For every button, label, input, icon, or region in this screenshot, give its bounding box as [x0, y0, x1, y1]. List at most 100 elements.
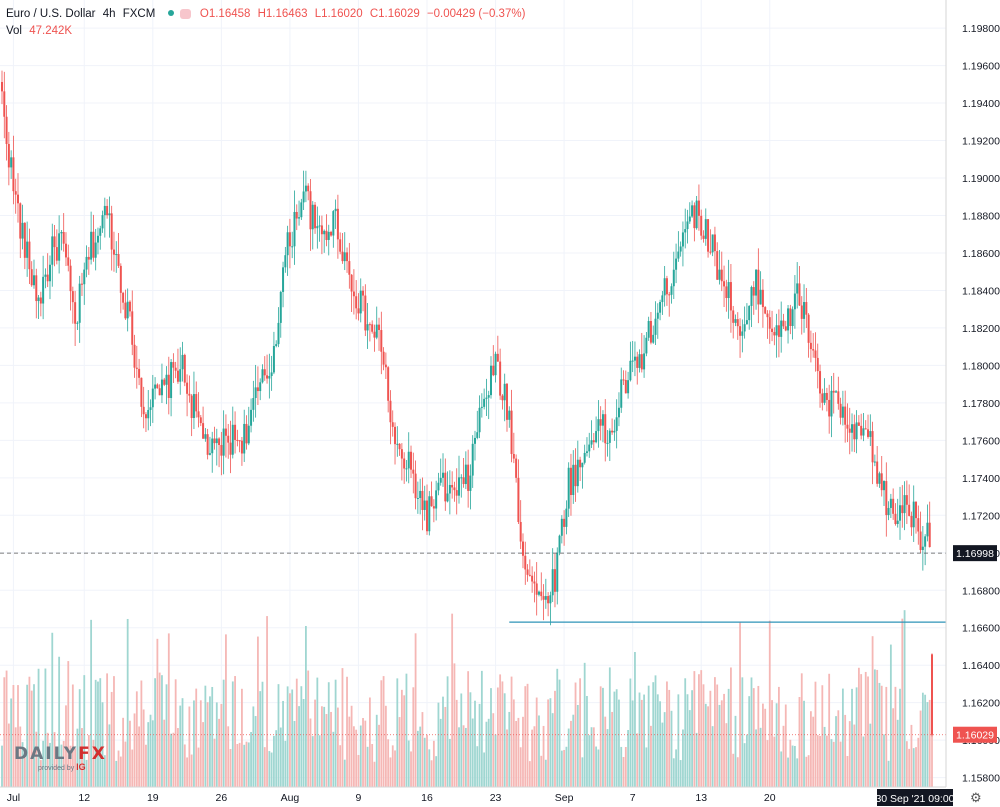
volume-bar [743, 743, 746, 787]
volume-bar [871, 636, 874, 787]
volume-bar [709, 690, 712, 787]
candle-body [453, 487, 456, 491]
volume-bar [53, 732, 56, 787]
candle-body [243, 423, 246, 454]
candle-body [551, 569, 554, 596]
candle-body [138, 368, 141, 378]
volume-bar [629, 678, 632, 787]
candle-body [412, 469, 415, 474]
volume-bar [716, 684, 719, 787]
candle-body [615, 417, 618, 431]
candle-body [350, 274, 353, 292]
volume-bar [467, 671, 470, 787]
volume-bar [462, 725, 465, 787]
volume-bar [816, 735, 819, 787]
candle-body [419, 490, 422, 499]
volume-bar [7, 723, 10, 787]
candle-body [405, 468, 408, 470]
volume-bar [480, 670, 483, 787]
volume-bar [807, 755, 810, 787]
volume-bar [853, 724, 856, 787]
volume-bar [69, 745, 72, 787]
volume-bar [37, 668, 40, 787]
volume-bar [917, 737, 920, 787]
candle-body [494, 353, 497, 376]
candle-body [832, 390, 835, 393]
volume-bar [113, 676, 115, 787]
volume-bar [10, 698, 13, 787]
candle-body [28, 241, 31, 270]
volume-bar [293, 720, 296, 787]
candle-body [793, 293, 796, 310]
volume-bar [595, 746, 598, 787]
candle-body [291, 246, 294, 248]
candle-body [176, 370, 179, 382]
volume-bar [496, 687, 499, 787]
candle-body [739, 326, 742, 336]
candle-body [144, 414, 147, 419]
volume-bar [229, 749, 232, 787]
volume-bar [195, 688, 198, 787]
volume-bar [346, 676, 348, 787]
volume-bar [928, 699, 931, 787]
y-tick-label: 1.18600 [962, 248, 1000, 260]
volume-bar [460, 693, 463, 787]
volume-bar [931, 693, 933, 787]
candle-body [819, 371, 822, 394]
candle-body [380, 330, 383, 352]
volume-bar [558, 679, 561, 787]
symbol-name[interactable]: Euro / U.S. Dollar [6, 8, 96, 20]
candle-body [665, 278, 668, 295]
volume-bar [364, 720, 367, 787]
candle-body [624, 380, 627, 394]
volume-bar [668, 689, 671, 787]
volume-bar [698, 674, 700, 787]
volume-bar [768, 620, 771, 787]
candle-body [245, 423, 248, 444]
volume-label: Vol [6, 25, 22, 37]
interval-label[interactable]: 4h [102, 8, 116, 20]
compare-icon[interactable] [179, 8, 191, 19]
volume-bar [371, 744, 374, 787]
candle-body [921, 546, 924, 550]
y-tick-label: 1.18200 [962, 323, 1000, 335]
candle-body [373, 331, 376, 338]
candle-body [748, 305, 751, 321]
volume-bar [474, 700, 476, 787]
candle-body [880, 473, 883, 491]
x-tick-label: 20 [764, 792, 776, 804]
volume-bar [410, 751, 412, 787]
volume-bar [211, 686, 214, 787]
volume-bar [245, 741, 248, 787]
candle-body [764, 307, 767, 314]
candle-body [649, 320, 652, 343]
volume-bar [839, 741, 842, 787]
candle-body [729, 282, 732, 311]
candle-body [94, 242, 97, 258]
candle-body [583, 452, 586, 463]
candle-body [23, 222, 26, 258]
ohlc-low: L1.16020 [314, 8, 363, 20]
volume-bar [279, 727, 282, 787]
candle-body [279, 291, 282, 323]
volume-bar [55, 751, 58, 787]
volume-bar [209, 696, 211, 787]
volume-bar [757, 685, 760, 787]
candle-body [631, 360, 634, 362]
logo-ig: IG [76, 762, 86, 772]
volume-bar [321, 706, 323, 787]
x-tick-label: Aug [281, 792, 300, 804]
y-tick-label: 1.19400 [962, 98, 1000, 110]
candle-body [627, 380, 630, 394]
volume-bar [380, 680, 383, 787]
candle-body [103, 205, 106, 216]
settings-gear-icon[interactable]: ⚙ [970, 790, 982, 805]
candle-body [293, 211, 296, 247]
candle-body [919, 531, 922, 550]
candle-body [371, 324, 374, 332]
volume-bar [825, 735, 828, 787]
volume-bar [487, 718, 490, 787]
candle-body [905, 495, 908, 505]
